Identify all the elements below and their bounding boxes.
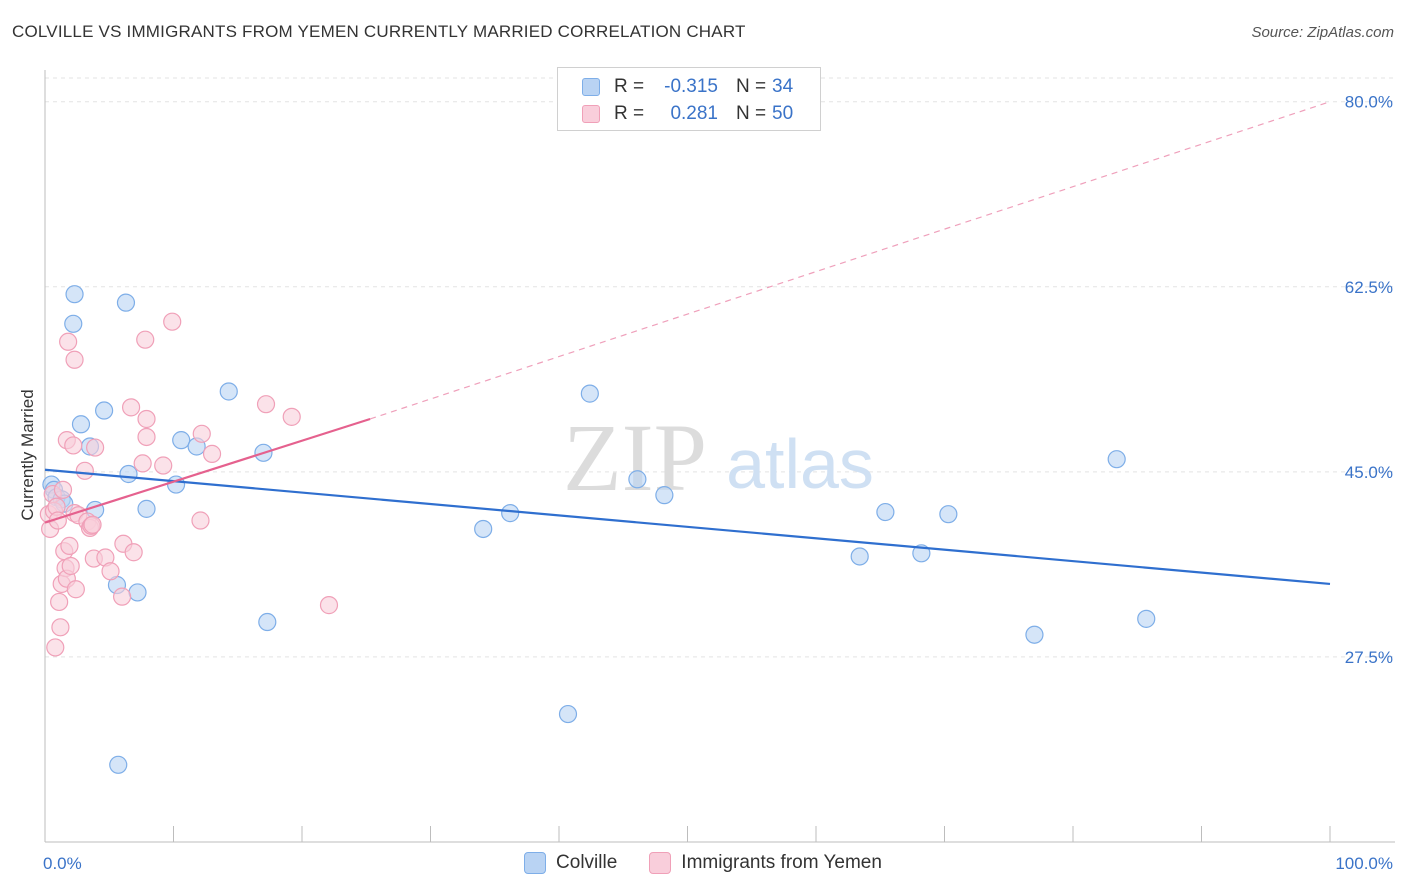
y-tick-label: 80.0% [1345, 93, 1393, 112]
yemen-point [133, 454, 152, 473]
yemen-point [202, 444, 222, 463]
colville-point [128, 583, 147, 602]
y-tick-label: 45.0% [1345, 463, 1393, 482]
watermark-atlas: atlas [726, 425, 874, 503]
colville-point [219, 382, 238, 401]
legend-row-colville: R = -0.315 N = 34 [582, 75, 793, 99]
yemen-point [124, 543, 143, 562]
yemen-point [51, 618, 70, 637]
colville-point [258, 612, 277, 632]
colville-point [876, 502, 895, 522]
colville-point [64, 314, 83, 333]
colville-point [116, 293, 136, 312]
yemen-trend-line [44, 417, 371, 524]
legend-r-label: R = [614, 103, 645, 124]
y-tick-label: 27.5% [1345, 648, 1393, 667]
colville-point [119, 464, 138, 484]
series-legend-item-yemen: Immigrants from Yemen [649, 852, 882, 874]
legend-n-label: N = [736, 103, 767, 124]
yemen-point [192, 424, 211, 443]
yemen-point [136, 330, 155, 349]
colville-point [474, 519, 493, 539]
yemen-point [64, 436, 83, 455]
x-tick-label: 0.0% [43, 854, 82, 873]
series-legend: Colville Immigrants from Yemen [0, 852, 1406, 874]
colville-point [95, 401, 114, 420]
yemen-points [39, 312, 339, 657]
yemen-point [282, 407, 301, 426]
yemen-point [65, 350, 84, 369]
colville-point [1137, 609, 1156, 628]
colville-point [109, 755, 128, 774]
colville-point [71, 415, 91, 434]
yemen-point [163, 312, 182, 331]
series-swatch-yemen [649, 852, 672, 874]
colville-trend-line [44, 468, 1331, 586]
colville-point [655, 486, 674, 505]
colville-point [137, 499, 156, 518]
yemen-point [319, 596, 339, 615]
legend-swatch-colville [582, 78, 600, 96]
colville-point [1107, 450, 1126, 469]
legend-r-value: -0.315 [664, 76, 718, 97]
yemen-point [101, 562, 120, 581]
colville-points [42, 285, 1156, 774]
yemen-point [83, 515, 102, 534]
legend-n-value: 34 [772, 76, 794, 97]
colville-point [939, 505, 958, 524]
watermark-zip: ZIP [563, 404, 707, 511]
colville-point [580, 384, 599, 403]
yemen-point [256, 395, 276, 414]
legend-r-value: 0.281 [670, 103, 718, 124]
chart-title: COLVILLE VS IMMIGRANTS FROM YEMEN CURREN… [12, 22, 746, 41]
x-tick-label: 100.0% [1335, 854, 1393, 873]
legend-row-yemen: R = 0.281 N = 50 [582, 102, 793, 126]
yemen-point [75, 461, 94, 480]
yemen-point [137, 427, 156, 447]
legend-swatch-yemen [582, 105, 600, 123]
colville-point [628, 470, 647, 489]
colville-point [65, 285, 84, 304]
yemen-point [60, 536, 79, 555]
colville-point [172, 431, 191, 450]
series-legend-label: Immigrants from Yemen [681, 852, 882, 873]
colville-point [1025, 625, 1044, 644]
yemen-trend-extension [369, 101, 1331, 420]
yemen-point [121, 398, 141, 417]
legend-r-label: R = [614, 76, 645, 97]
yemen-point [46, 638, 65, 657]
colville-point [850, 547, 869, 566]
yemen-point [66, 580, 85, 599]
chart-source: Source: ZipAtlas.com [1251, 24, 1394, 41]
yemen-point [112, 587, 132, 606]
y-tick-label: 62.5% [1345, 278, 1393, 297]
yemen-point [137, 409, 156, 429]
yemen-point [154, 456, 173, 475]
yemen-point [191, 511, 210, 530]
colville-point [501, 504, 520, 523]
yemen-point [50, 592, 69, 612]
legend-n-label: N = [736, 76, 767, 97]
series-legend-item-colville: Colville [524, 852, 617, 874]
correlation-legend: R = -0.315 N = 34 R = 0.281 N = 50 [557, 67, 821, 131]
yemen-point [59, 332, 78, 351]
yemen-point [86, 438, 105, 457]
series-swatch-colville [524, 852, 547, 874]
yemen-point [53, 480, 73, 499]
colville-point [558, 704, 578, 724]
series-legend-label: Colville [556, 852, 618, 873]
yemen-point [61, 556, 80, 576]
legend-n-value: 50 [772, 103, 794, 124]
